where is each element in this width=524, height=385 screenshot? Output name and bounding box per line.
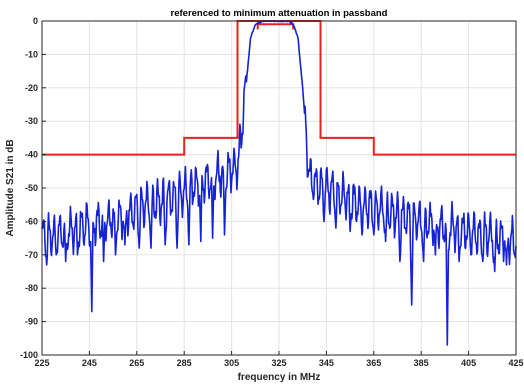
passband-mask-line	[256, 23, 295, 30]
y-axis-label: Amplitude S21 in dB	[5, 139, 16, 236]
y-tick-label: -20	[25, 83, 38, 93]
x-axis-label: frequency in MHz	[238, 372, 321, 383]
y-tick-label: -30	[25, 116, 38, 126]
x-tick-label: 365	[366, 358, 381, 368]
y-tick-label: -90	[25, 317, 38, 327]
x-tick-label: 345	[319, 358, 334, 368]
x-tick-label: 325	[271, 358, 286, 368]
x-tick-label: 225	[34, 358, 49, 368]
chart-title: referenced to minimum attenuation in pas…	[171, 8, 388, 19]
x-tick-label: 245	[82, 358, 97, 368]
x-tick-label: 425	[508, 358, 523, 368]
x-tick-label: 305	[224, 358, 239, 368]
x-tick-label: 385	[414, 358, 429, 368]
y-tick-label: -70	[25, 250, 38, 260]
x-tick-label: 405	[461, 358, 476, 368]
ticks: 225 245 265 285 305 325 345 365 385 405 425 0 -10 -20…	[20, 16, 524, 368]
y-tick-label: 0	[33, 16, 38, 26]
y-tick-label: -60	[25, 216, 38, 226]
x-tick-label: 285	[177, 358, 192, 368]
y-tick-label: -10	[25, 49, 38, 59]
y-tick-label: -40	[25, 150, 38, 160]
y-tick-label: -50	[25, 183, 38, 193]
y-tick-label: -100	[20, 350, 38, 360]
y-tick-label: -80	[25, 283, 38, 293]
x-tick-label: 265	[129, 358, 144, 368]
